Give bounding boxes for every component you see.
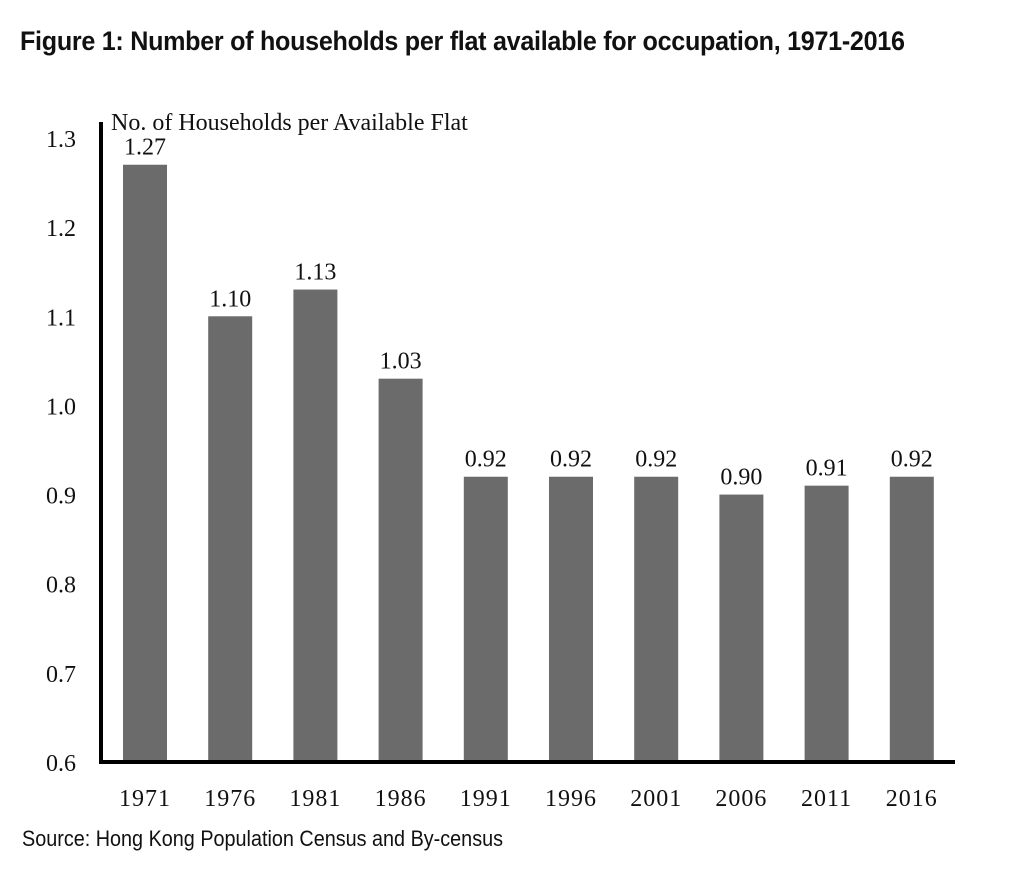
x-tick-label: 1976 — [204, 786, 256, 812]
x-tick-label: 1991 — [460, 786, 512, 812]
bar-value-label: 0.92 — [465, 447, 507, 473]
x-axis-ticks: 1971 1976 1981 1986 1991 1996 2001 2006 2011 2016 — [119, 786, 938, 812]
x-tick-label: 2016 — [886, 786, 938, 812]
y-tick-label: 1.0 — [46, 394, 76, 420]
x-tick-label: 1986 — [375, 786, 427, 812]
y-axis-ticks: 0.6 0.7 0.8 0.9 1.0 1.1 1.2 1.3 — [46, 127, 76, 777]
x-tick-label: 1971 — [119, 786, 171, 812]
bar-1991 — [463, 476, 508, 762]
bar-value-label: 0.92 — [635, 447, 677, 473]
bars — [123, 164, 934, 762]
x-tick-label: 2011 — [801, 786, 852, 812]
y-tick-label: 0.7 — [46, 662, 76, 688]
bar-2006 — [719, 494, 764, 762]
bar-value-label: 1.27 — [124, 135, 166, 161]
bar-2011 — [804, 485, 849, 762]
bar-value-label: 0.90 — [720, 465, 762, 491]
bar-2016 — [889, 476, 934, 762]
y-tick-label: 1.2 — [46, 216, 76, 242]
bar-2001 — [634, 476, 679, 762]
x-tick-label: 1996 — [545, 786, 597, 812]
bar-1976 — [208, 316, 253, 762]
bar-1971 — [123, 164, 167, 762]
y-tick-label: 1.3 — [46, 127, 76, 153]
y-tick-label: 0.6 — [46, 751, 76, 777]
source-note: Source: Hong Kong Population Census and … — [22, 826, 504, 851]
y-axis-title: No. of Households per Available Flat — [111, 110, 468, 136]
bar-1981 — [293, 289, 338, 762]
bar-value-label: 1.13 — [294, 260, 336, 286]
bar-value-label: 0.91 — [806, 456, 848, 482]
bar-value-label: 0.92 — [550, 447, 592, 473]
bar-value-label: 1.10 — [209, 286, 251, 312]
y-tick-label: 1.1 — [46, 305, 76, 331]
x-tick-label: 1981 — [289, 786, 341, 812]
x-tick-label: 2001 — [630, 786, 682, 812]
bar-value-label: 1.03 — [380, 349, 422, 375]
y-tick-label: 0.8 — [46, 573, 76, 599]
value-labels: 1.27 1.10 1.13 1.03 0.92 0.92 0.92 0.90 0.91 0.92 — [124, 135, 933, 491]
bar-1996 — [549, 476, 593, 762]
y-tick-label: 0.9 — [46, 484, 76, 510]
chart-title: Figure 1: Number of households per flat … — [20, 26, 905, 56]
bar-1986 — [378, 378, 423, 762]
x-tick-label: 2006 — [715, 786, 767, 812]
bar-value-label: 0.92 — [891, 447, 933, 473]
